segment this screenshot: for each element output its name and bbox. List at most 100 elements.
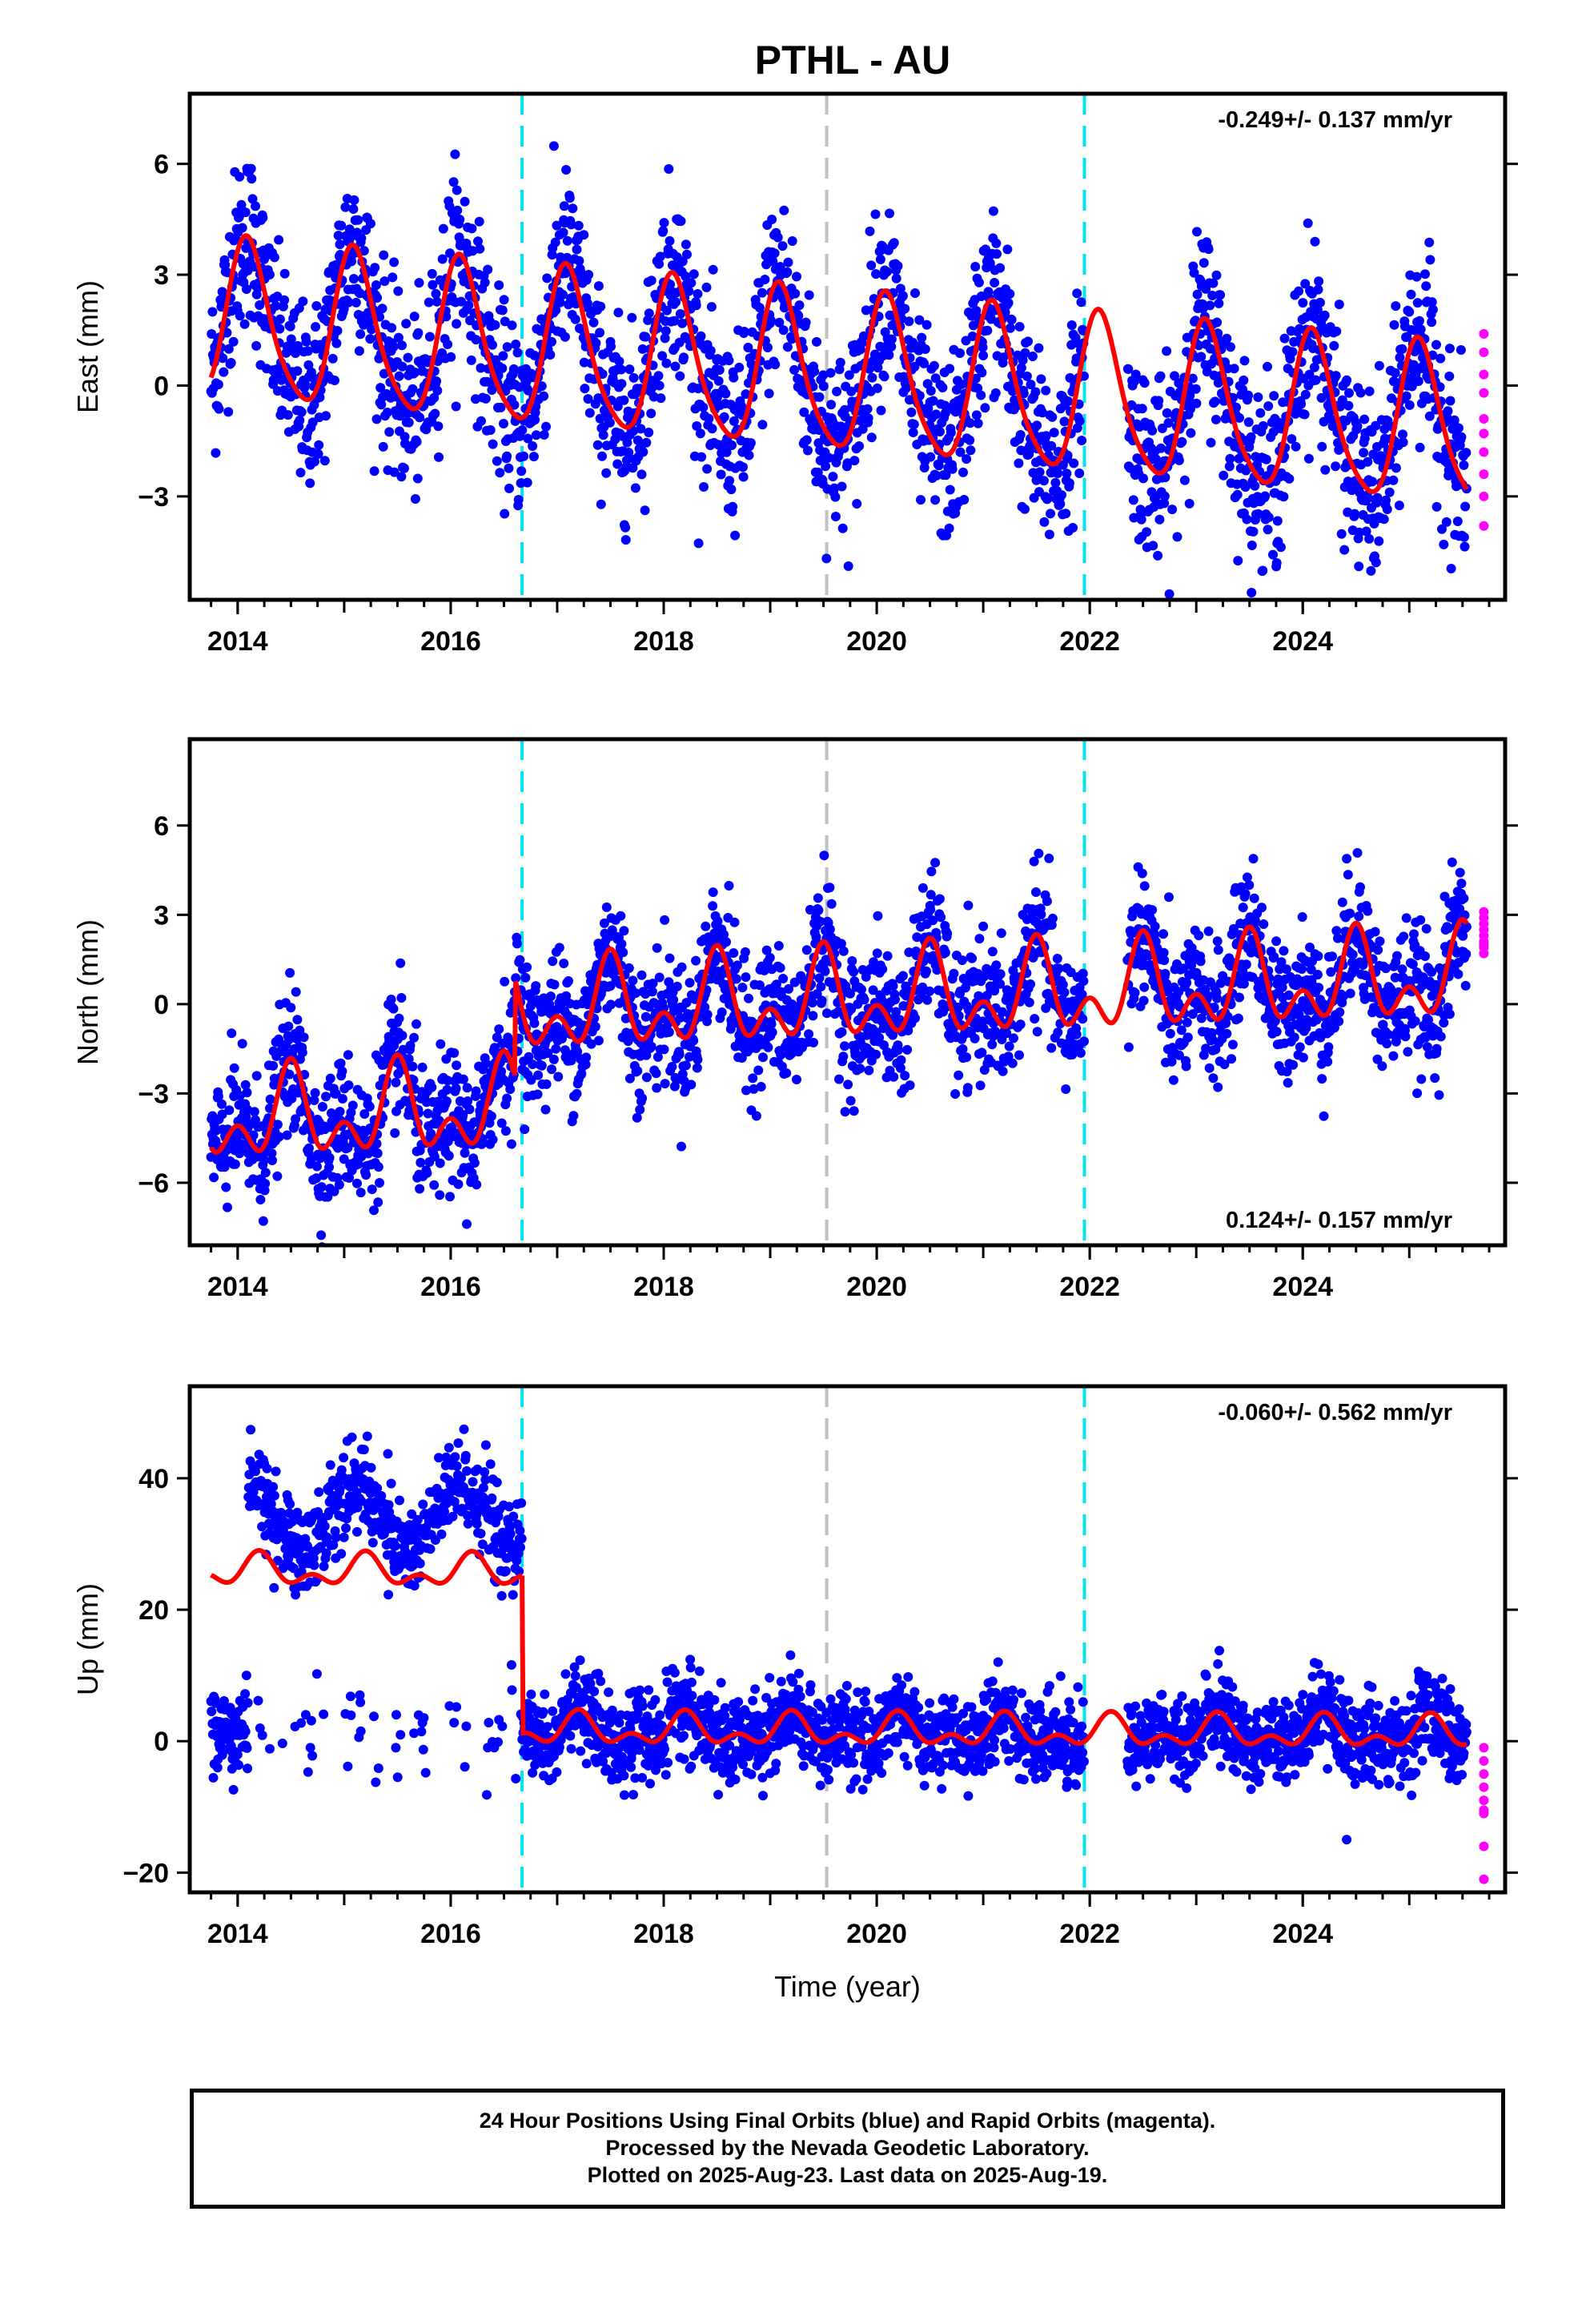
- data-point: [1347, 485, 1357, 496]
- data-point: [1138, 473, 1148, 484]
- data-point: [1225, 453, 1235, 464]
- data-point: [1164, 589, 1174, 599]
- data-point: [1337, 395, 1347, 405]
- data-point: [497, 363, 508, 373]
- data-point: [838, 946, 849, 956]
- data-point: [945, 485, 955, 495]
- data-point: [1236, 882, 1247, 892]
- data-point: [372, 1148, 383, 1159]
- data-point: [990, 278, 1000, 287]
- data-point: [321, 411, 331, 421]
- data-point: [1142, 527, 1152, 537]
- data-point: [508, 364, 519, 374]
- data-point: [464, 1104, 475, 1115]
- data-point: [1187, 373, 1198, 384]
- data-point: [743, 343, 753, 352]
- data-point: [940, 408, 950, 418]
- data-point: [1424, 237, 1435, 247]
- data-point: [1461, 448, 1472, 458]
- data-point: [701, 282, 712, 292]
- data-point: [866, 432, 877, 443]
- data-point: [1214, 298, 1224, 308]
- data-point: [1243, 390, 1254, 400]
- data-point: [465, 316, 475, 326]
- data-point: [896, 1055, 906, 1065]
- data-point: [1062, 468, 1072, 479]
- data-point: [928, 915, 938, 926]
- data-point: [451, 401, 461, 412]
- data-point: [793, 311, 804, 321]
- data-point: [1030, 387, 1041, 397]
- data-point: [820, 966, 830, 976]
- data-point: [1268, 549, 1278, 560]
- data-point: [987, 947, 998, 957]
- data-point: [910, 288, 920, 298]
- data-point: [1160, 472, 1170, 483]
- data-point: [531, 981, 541, 991]
- data-point: [1192, 289, 1203, 300]
- data-point: [500, 509, 510, 519]
- data-point: [511, 340, 521, 349]
- data-point: [1047, 412, 1058, 422]
- data-point: [829, 483, 840, 493]
- data-point: [1229, 364, 1239, 374]
- data-point: [417, 1062, 428, 1072]
- data-point: [637, 344, 648, 354]
- data-point: [705, 345, 716, 356]
- data-point: [805, 905, 815, 915]
- data-point: [584, 270, 594, 279]
- data-point: [1054, 963, 1064, 974]
- data-point: [854, 441, 865, 451]
- data-point: [1158, 929, 1168, 939]
- data-point: [813, 905, 824, 915]
- data-point: [223, 1202, 232, 1212]
- data-point: [1319, 1111, 1329, 1121]
- data-point: [1032, 420, 1042, 431]
- data-point: [843, 561, 853, 571]
- data-point: [904, 316, 914, 327]
- data-point: [412, 473, 423, 484]
- data-point: [682, 249, 692, 259]
- data-point: [1160, 968, 1170, 979]
- data-point: [992, 249, 1002, 259]
- data-point: [551, 305, 561, 316]
- data-point: [396, 993, 407, 1003]
- data-point: [356, 233, 367, 243]
- data-point: [1235, 412, 1244, 423]
- data-point: [299, 1032, 309, 1043]
- data-point: [1261, 454, 1271, 464]
- data-point: [719, 412, 729, 422]
- data-point: [598, 430, 608, 440]
- data-point: [1172, 532, 1182, 542]
- data-point: [654, 259, 665, 269]
- data-point: [458, 1074, 468, 1084]
- data-point: [868, 985, 878, 995]
- data-point: [395, 411, 405, 421]
- data-point: [494, 1024, 504, 1035]
- data-point: [1444, 344, 1455, 354]
- data-point: [335, 239, 345, 250]
- data-point: [512, 939, 522, 949]
- data-point: [605, 981, 616, 991]
- data-point: [978, 351, 989, 360]
- data-point: [1439, 539, 1449, 549]
- data-point: [930, 858, 941, 868]
- data-point: [1283, 1078, 1293, 1088]
- data-point: [958, 1044, 968, 1054]
- data-point: [504, 463, 514, 473]
- data-point: [900, 1071, 910, 1081]
- data-point: [274, 1132, 284, 1142]
- data-point: [685, 1051, 694, 1062]
- data-point: [528, 452, 539, 462]
- data-point: [513, 495, 524, 505]
- data-point: [595, 328, 605, 338]
- data-point: [452, 205, 463, 215]
- data-point: [365, 219, 375, 229]
- data-point: [258, 1216, 268, 1226]
- data-point: [272, 1120, 283, 1130]
- data-point: [1041, 385, 1051, 396]
- data-point: [548, 141, 559, 151]
- data-point: [432, 296, 442, 307]
- data-point: [552, 220, 562, 231]
- data-point: [1459, 532, 1469, 542]
